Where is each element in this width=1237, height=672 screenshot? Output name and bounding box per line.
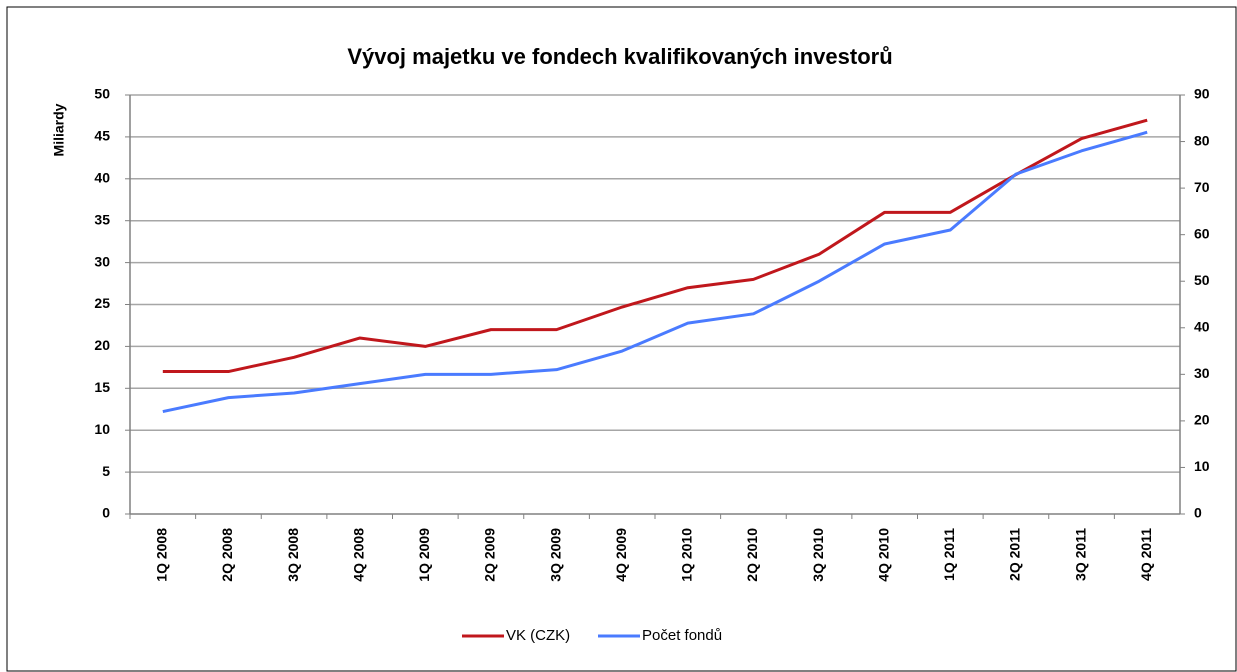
y-tick-label: 25	[94, 295, 110, 311]
x-tick-label: 2Q 2010	[744, 528, 760, 582]
x-tick-label: 3Q 2008	[285, 528, 301, 582]
legend-label: Počet fondů	[642, 627, 722, 644]
y-tick-label: 20	[94, 337, 110, 353]
y2-tick-label: 90	[1194, 86, 1210, 102]
legend-label: VK (CZK)	[506, 627, 570, 644]
y-tick-label: 10	[94, 421, 110, 437]
x-tick-label: 3Q 2011	[1072, 528, 1088, 581]
y2-tick-label: 40	[1194, 318, 1210, 334]
series-line	[162, 130, 1148, 414]
y2-tick-label: 70	[1194, 179, 1210, 195]
x-tick-label: 4Q 2008	[350, 528, 366, 582]
y2-tick-label: 60	[1194, 225, 1210, 241]
x-tick-label: 2Q 2009	[482, 528, 498, 582]
y2-tick-label: 10	[1194, 458, 1210, 474]
chart-title: Vývoj majetku ve fondech kvalifikovaných…	[347, 44, 892, 69]
y-tick-label: 5	[102, 463, 110, 479]
y2-tick-label: 0	[1194, 505, 1202, 521]
y2-tick-label: 20	[1194, 412, 1210, 428]
x-tick-label: 1Q 2008	[154, 528, 170, 582]
y2-tick-label: 50	[1194, 272, 1210, 288]
x-tick-label: 3Q 2009	[547, 528, 563, 582]
x-tick-label: 1Q 2011	[941, 528, 957, 581]
chart-frame	[6, 6, 1237, 672]
x-tick-label: 1Q 2009	[416, 528, 432, 582]
x-tick-label: 2Q 2011	[1007, 528, 1023, 581]
x-tick-label: 1Q 2010	[679, 528, 695, 582]
x-tick-label: 2Q 2008	[219, 528, 235, 582]
y-tick-label: 30	[94, 253, 110, 269]
x-tick-label: 4Q 2009	[613, 528, 629, 582]
x-tick-label: 4Q 2011	[1138, 528, 1154, 581]
x-tick-label: 3Q 2010	[810, 528, 826, 582]
y2-tick-label: 30	[1194, 365, 1210, 381]
y-tick-label: 45	[94, 128, 110, 144]
y-axis-label: Miliardy	[51, 103, 67, 156]
y-tick-label: 0	[102, 505, 110, 521]
y2-tick-label: 80	[1194, 132, 1210, 148]
series-line	[162, 118, 1148, 374]
x-tick-label: 4Q 2010	[875, 528, 891, 582]
y-tick-label: 35	[94, 211, 110, 227]
y-tick-label: 15	[94, 379, 110, 395]
y-tick-label: 50	[94, 86, 110, 102]
y-tick-label: 40	[94, 170, 110, 186]
